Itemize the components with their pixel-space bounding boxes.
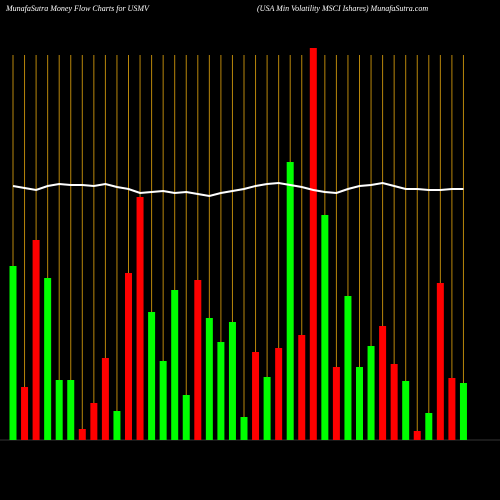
bar	[217, 342, 225, 440]
bar	[379, 326, 387, 440]
bar	[263, 377, 271, 440]
bar	[275, 348, 283, 440]
bar	[298, 335, 306, 440]
bar	[309, 48, 317, 440]
bar	[205, 318, 213, 440]
bar	[228, 322, 236, 440]
bar	[148, 312, 156, 440]
bar	[425, 413, 433, 440]
bar	[55, 380, 63, 440]
bar	[67, 380, 75, 440]
bar	[182, 395, 190, 440]
bar	[125, 273, 132, 440]
bar	[21, 387, 29, 440]
bar	[436, 283, 444, 440]
bar	[44, 278, 52, 440]
bar	[321, 215, 329, 440]
bar	[356, 367, 363, 440]
bar	[344, 296, 352, 440]
bar	[9, 266, 17, 440]
bar	[240, 417, 248, 440]
bar	[171, 290, 179, 440]
bar	[78, 429, 86, 440]
chart-subtitle: (USA Min Volatility MSCI Ishares) Munafa…	[257, 4, 428, 13]
bar	[390, 364, 398, 440]
bar	[159, 361, 167, 440]
bar	[413, 431, 421, 440]
bar	[252, 352, 260, 440]
bar	[448, 378, 456, 440]
bar	[101, 358, 109, 440]
bar	[90, 403, 98, 440]
bar	[136, 197, 144, 440]
bar	[32, 240, 40, 440]
bar	[402, 381, 410, 440]
line	[12, 181, 464, 198]
bar	[286, 162, 294, 440]
bar	[459, 383, 467, 440]
bar	[194, 280, 202, 440]
chart-title: MunafaSutra Money Flow Charts for USMV	[5, 4, 150, 13]
bar	[113, 411, 121, 440]
bar	[332, 367, 340, 440]
bar	[367, 346, 375, 440]
